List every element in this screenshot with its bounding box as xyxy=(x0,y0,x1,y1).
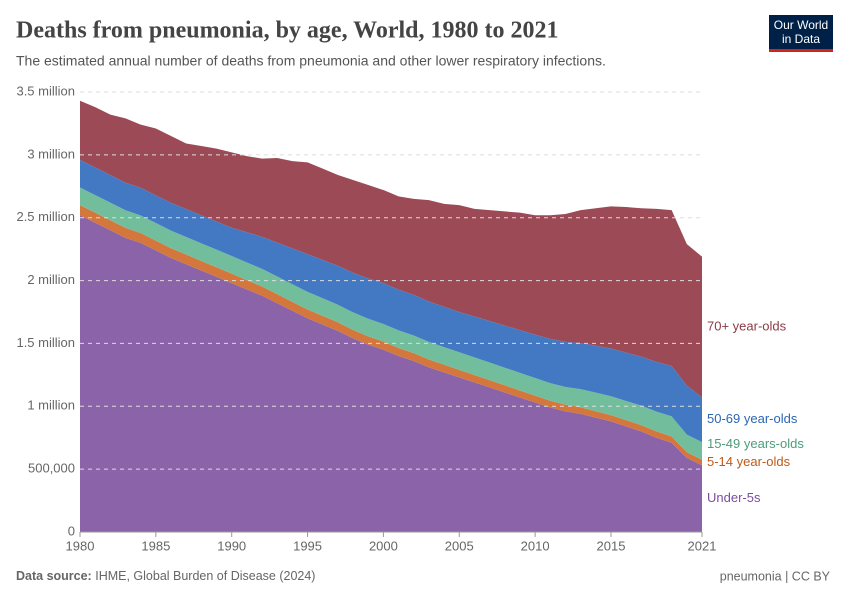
source-label: Data source: xyxy=(16,569,92,583)
x-tick-label: 1990 xyxy=(217,538,246,553)
legend-label: 5-14 year-olds xyxy=(707,454,791,469)
source: Data source: IHME, Global Burden of Dise… xyxy=(16,569,315,583)
area xyxy=(80,215,702,532)
area xyxy=(80,187,702,460)
x-tick-label: 1995 xyxy=(293,538,322,553)
y-tick-label: 1 million xyxy=(27,398,75,413)
area xyxy=(80,100,702,398)
logo-bar xyxy=(769,49,833,52)
legend-label: 15-49 years-olds xyxy=(707,436,804,451)
footer-right: pneumonia | CC BY xyxy=(720,569,831,583)
legend-label: 50-69 year-olds xyxy=(707,411,798,426)
x-tick-label: 2005 xyxy=(445,538,474,553)
logo[interactable]: Our World in Data xyxy=(769,15,833,52)
source-text: IHME, Global Burden of Disease (2024) xyxy=(95,569,315,583)
y-tick-label: 0 xyxy=(68,523,75,538)
legend-label: 70+ year-olds xyxy=(707,319,787,334)
area xyxy=(80,159,702,443)
y-tick-label: 500,000 xyxy=(28,461,75,476)
area xyxy=(80,205,702,466)
legend-label: Under-5s xyxy=(707,490,761,505)
logo-text: Our World xyxy=(774,18,828,32)
y-tick-label: 1.5 million xyxy=(16,335,75,350)
x-tick-label: 2010 xyxy=(521,538,550,553)
chart-title: Deaths from pneumonia, by age, World, 19… xyxy=(16,18,558,44)
x-tick-label: 2015 xyxy=(597,538,626,553)
y-tick-label: 2.5 million xyxy=(16,209,75,224)
x-tick-label: 1985 xyxy=(141,538,170,553)
y-tick-label: 3.5 million xyxy=(16,83,75,98)
x-tick-label: 2021 xyxy=(688,538,717,553)
logo-text: in Data xyxy=(782,32,820,46)
y-tick-label: 2 million xyxy=(27,272,75,287)
logo-box xyxy=(769,15,833,49)
y-tick-label: 3 million xyxy=(27,146,75,161)
areas xyxy=(80,100,702,532)
x-tick-label: 2000 xyxy=(369,538,398,553)
chart-subtitle: The estimated annual number of deaths fr… xyxy=(16,53,606,69)
x-tick-label: 1980 xyxy=(66,538,95,553)
